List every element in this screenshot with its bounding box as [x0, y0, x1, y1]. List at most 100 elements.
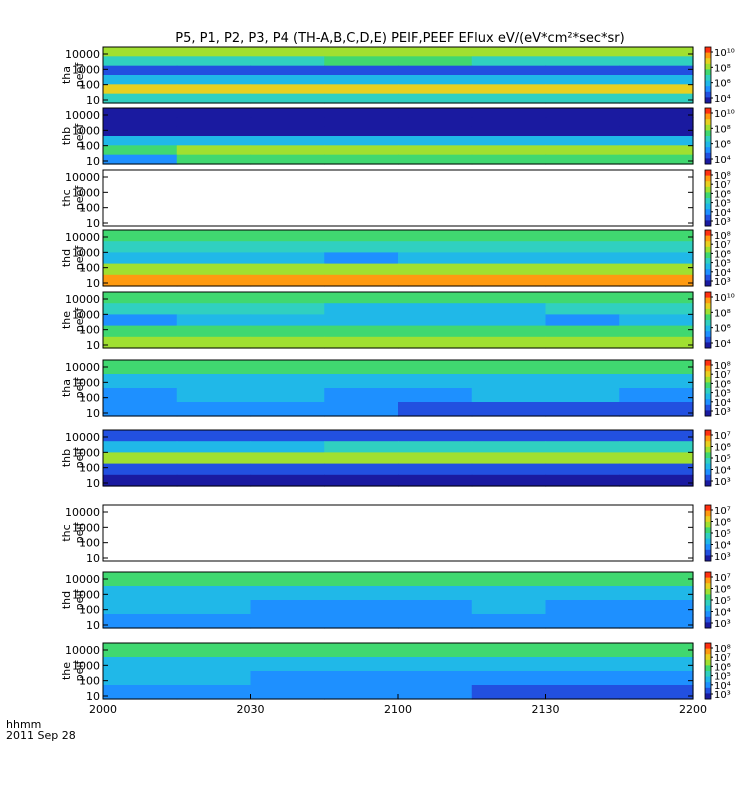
heatmap-cell [176, 402, 252, 417]
panel-quantity-label: peif [73, 660, 86, 682]
heatmap-cell [471, 75, 547, 85]
heatmap-cell [398, 108, 473, 118]
panel-quantity-label: peif [73, 522, 86, 544]
x-axis-label: hhmm [6, 718, 41, 731]
heatmap-cell [619, 600, 694, 615]
colorbar-tick-label: 10⁶ [714, 140, 731, 151]
heatmap-cell [176, 474, 252, 487]
heatmap-cell [103, 56, 178, 67]
heatmap-cell [545, 65, 620, 76]
heatmap-cell [471, 671, 547, 686]
heatmap-cell [103, 136, 178, 146]
heatmap-cell [324, 136, 399, 146]
heatmap-cell [250, 108, 325, 118]
colorbar-segment [705, 86, 711, 93]
colorbar-tick-label: 10⁵ [714, 199, 731, 210]
colorbar-segment [705, 376, 711, 383]
colorbar-segment [705, 388, 711, 395]
y-tick-label: 10 [86, 217, 100, 230]
heatmap-cell [619, 274, 694, 287]
heatmap-cell [324, 274, 399, 287]
colorbar-segment [705, 147, 711, 154]
heatmap-cell [619, 643, 694, 658]
colorbar-tick-label: 10⁴ [714, 155, 731, 166]
heatmap-cell [619, 325, 694, 338]
colorbar-segment [705, 399, 711, 406]
colorbar-tick-label: 10⁵ [714, 454, 731, 465]
heatmap-cell [324, 252, 399, 265]
colorbar-segment [705, 588, 711, 595]
colorbar-frame [704, 46, 712, 104]
colorbar-tick-label: 10⁶ [714, 662, 731, 673]
panel-probe-label: thc [60, 524, 73, 541]
heatmap-cell [619, 614, 694, 629]
heatmap-cell [324, 325, 399, 338]
colorbar-tick-label: 10⁸ [714, 124, 731, 135]
heatmap-cell [398, 374, 473, 389]
heatmap-cell [250, 56, 325, 67]
heatmap-cell [250, 274, 325, 287]
colorbar-frame [704, 229, 712, 287]
heatmap-cell [619, 572, 694, 587]
y-tick-label: 10000 [65, 48, 100, 61]
heatmap-cell [324, 314, 399, 327]
colorbar-segment [705, 130, 711, 137]
heatmap-cell [103, 303, 178, 315]
heatmap-cell [324, 117, 399, 128]
colorbar-tick-label: 10⁴ [714, 466, 731, 477]
heatmap-cell [250, 47, 325, 57]
heatmap-cell [176, 252, 252, 265]
panel: 10000 1000 100 10 the peef 10¹⁰ 10⁸ 10⁶ 10⁴ [60, 291, 735, 352]
colorbar-segment [705, 203, 711, 210]
heatmap-cell [103, 154, 178, 165]
y-tick-label: 10 [86, 277, 100, 290]
colorbar-segment [705, 214, 711, 221]
heatmap-cell [250, 402, 325, 417]
heatmap-cell [176, 657, 252, 672]
colorbar-tick-label: 10⁴ [714, 339, 731, 350]
colorbar-segment [705, 113, 711, 120]
heatmap-cell [176, 154, 252, 165]
colorbar-segment [705, 600, 711, 607]
heatmap-cell [250, 586, 325, 601]
panel-probe-label: thb [60, 449, 73, 467]
x-tick-label: 2030 [237, 703, 265, 716]
heatmap-cell [471, 572, 547, 587]
colorbar-tick-label: 10³ [714, 690, 731, 701]
panel-quantity-label: peef [73, 62, 86, 88]
heatmap-cell [471, 230, 547, 242]
colorbar-segment [705, 583, 711, 590]
heatmap-cell [324, 402, 399, 417]
heatmap-cell [471, 314, 547, 327]
colorbar-tick-label: 10³ [714, 477, 731, 488]
x-tick-label: 2000 [89, 703, 117, 716]
heatmap-cell [619, 75, 694, 85]
colorbar-tick-label: 10³ [714, 619, 731, 630]
colorbar-tick-label: 10⁶ [714, 585, 731, 596]
heatmap-cell [471, 657, 547, 672]
heatmap-cell [324, 463, 399, 476]
panel-quantity-label: peef [73, 245, 86, 271]
colorbar-segment [705, 119, 711, 126]
colorbar-segment [705, 241, 711, 248]
heatmap-cell [619, 336, 694, 349]
heatmap-cell [103, 572, 178, 587]
panel-frame [102, 169, 694, 227]
heatmap-cell [398, 56, 473, 67]
heatmap-cell [103, 84, 178, 95]
heatmap-cell [398, 230, 473, 242]
heatmap-cell [103, 108, 178, 118]
heatmap-cell [545, 325, 620, 338]
heatmap-cell [103, 47, 178, 57]
colorbar-segment [705, 63, 711, 70]
heatmap-cell [398, 402, 473, 417]
colorbar-tick-label: 10⁵ [714, 596, 731, 607]
heatmap-cell [398, 685, 473, 700]
heatmap-cell [619, 292, 694, 304]
heatmap-cell [176, 145, 252, 156]
heatmap-cell [250, 292, 325, 304]
heatmap-cell [545, 463, 620, 476]
y-tick-label: 100 [79, 79, 100, 92]
